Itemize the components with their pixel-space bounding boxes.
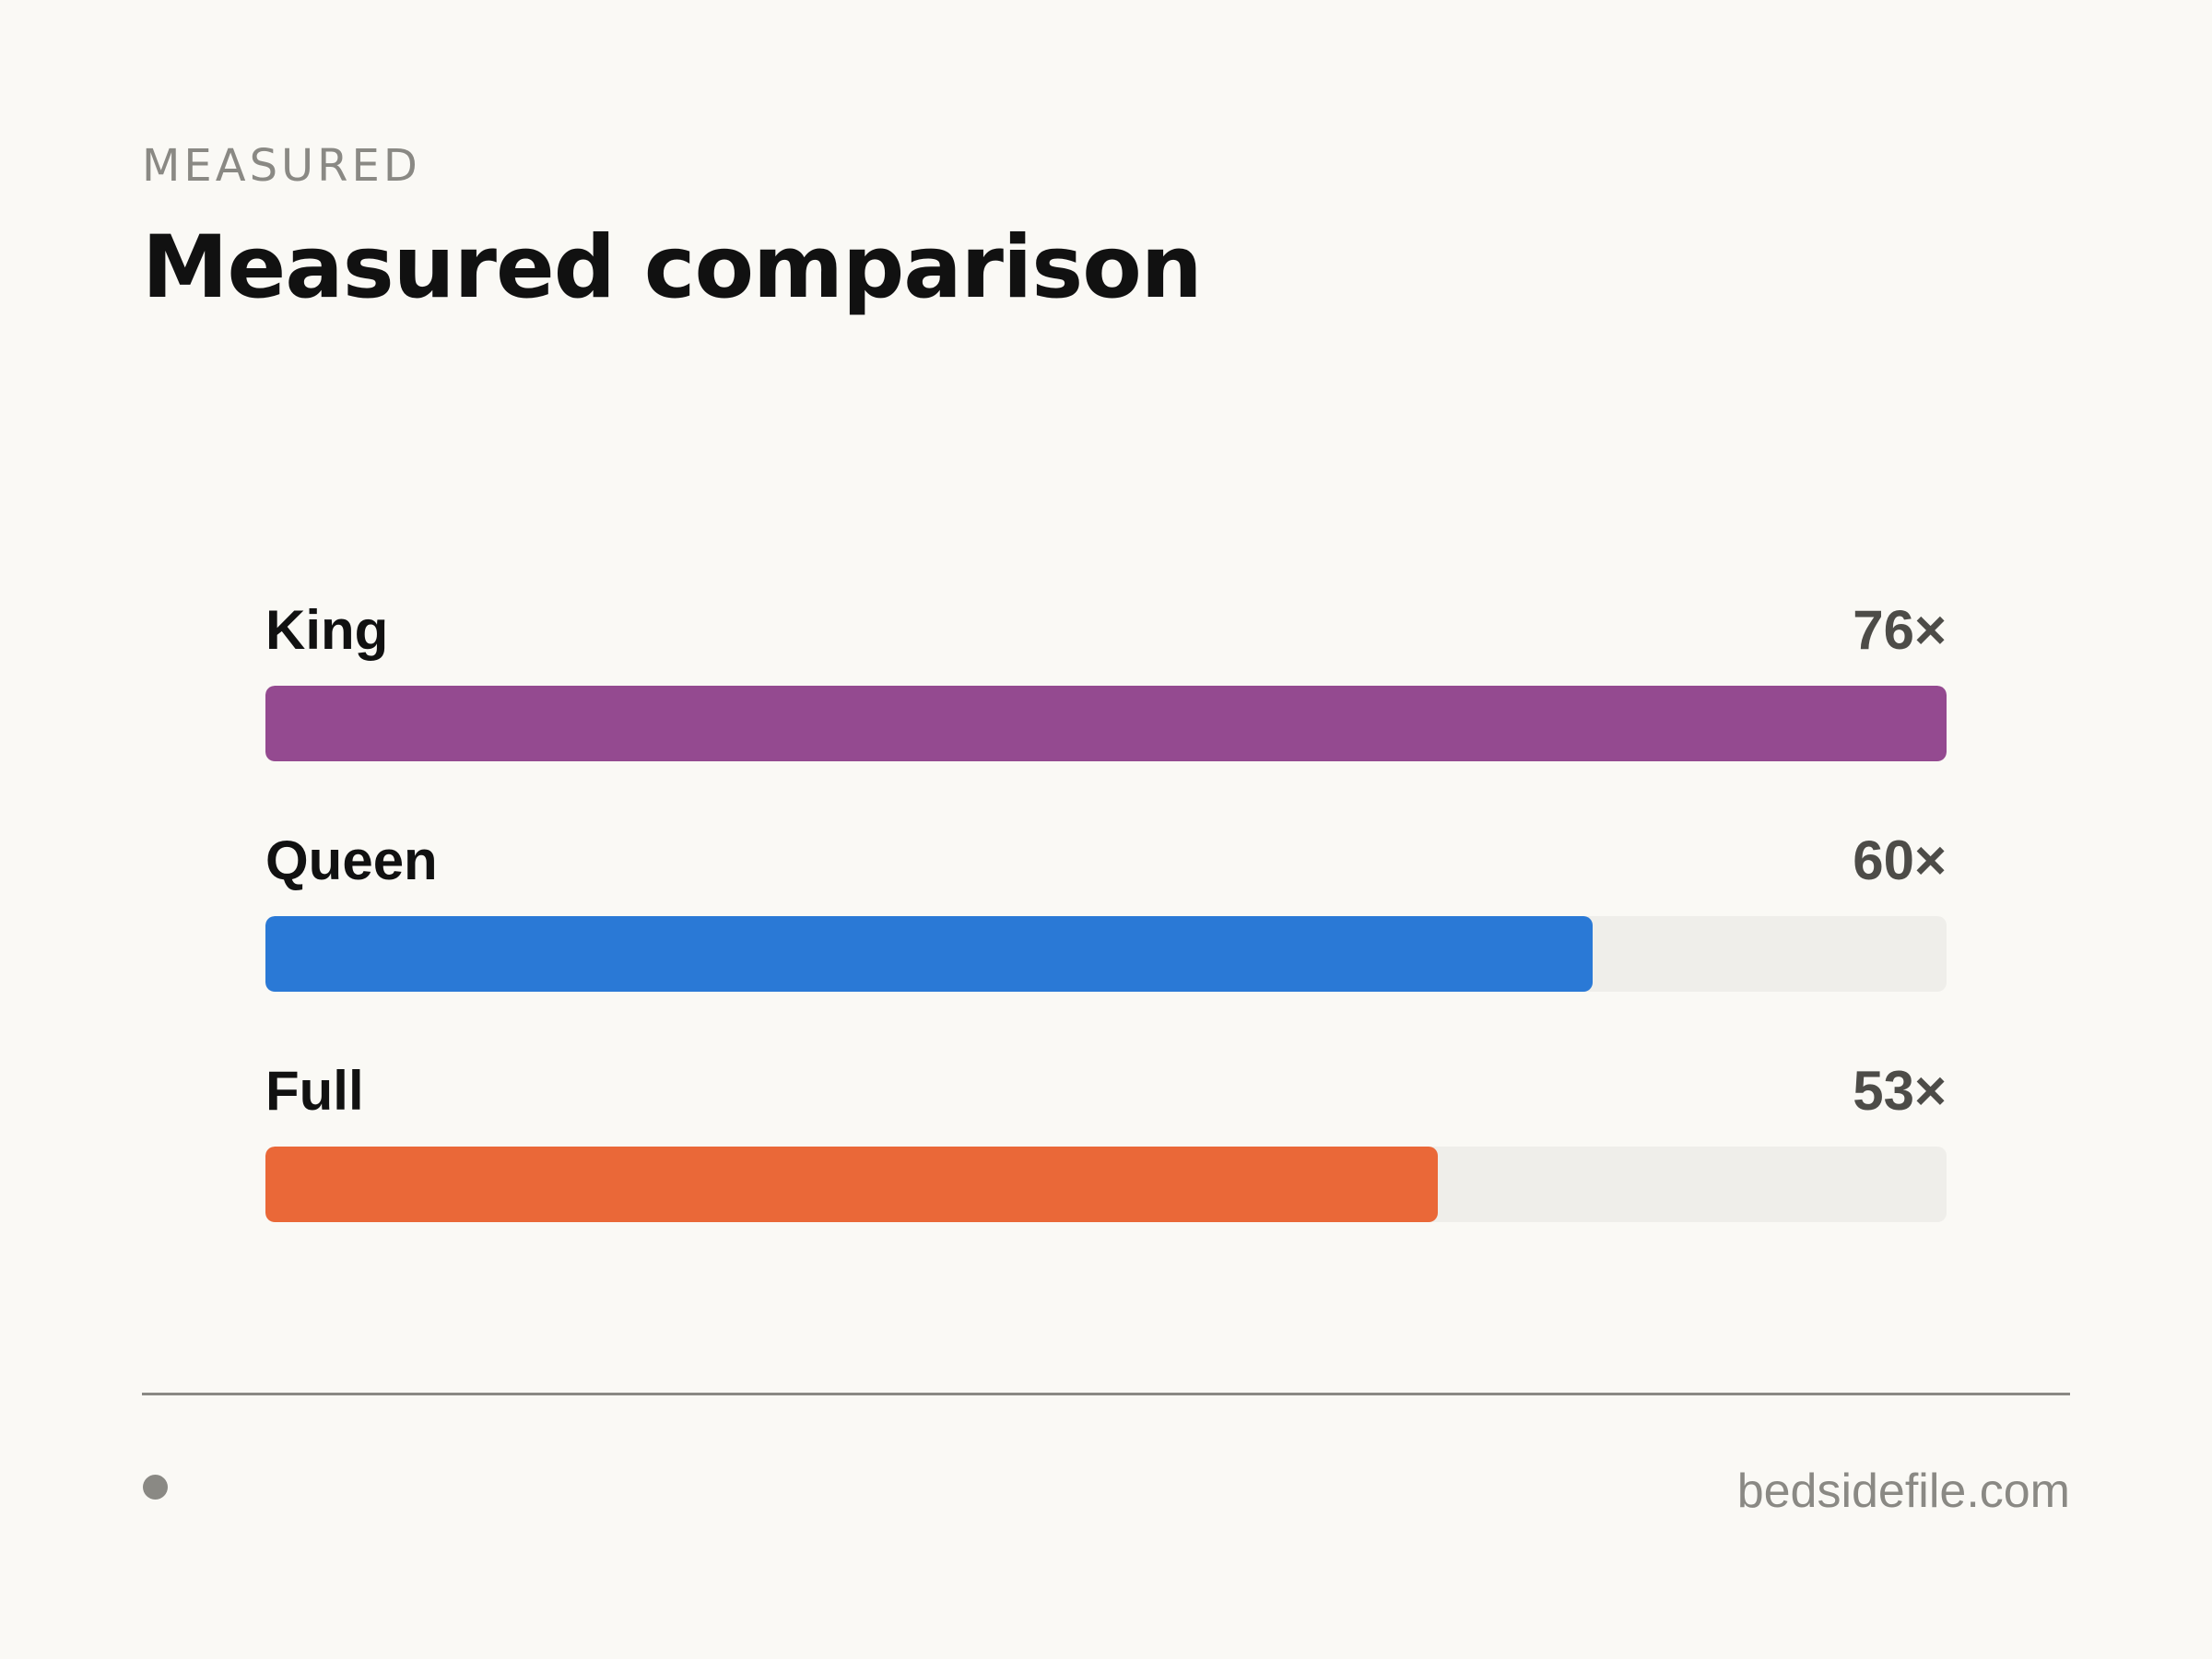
category-label: King bbox=[265, 599, 389, 661]
bar-track bbox=[265, 1147, 1947, 1222]
value-label: 76× bbox=[1853, 599, 1947, 661]
bar-row-full: Full 53× bbox=[265, 1051, 1947, 1226]
value-label: 53× bbox=[1853, 1060, 1947, 1122]
bar-row-queen: Queen 60× bbox=[265, 820, 1947, 995]
category-label: Queen bbox=[265, 830, 438, 891]
bullet-dot-icon bbox=[143, 1475, 168, 1500]
bar-track bbox=[265, 686, 1947, 761]
bar-fill bbox=[265, 1147, 1438, 1222]
category-label: Full bbox=[265, 1060, 364, 1122]
bar-row-king: King 76× bbox=[265, 590, 1947, 765]
bar-fill bbox=[265, 916, 1593, 992]
footer-url: bedsidefile.com bbox=[1736, 1465, 2070, 1518]
bar-fill bbox=[265, 686, 1947, 761]
bar-track bbox=[265, 916, 1947, 992]
footer-divider bbox=[142, 1393, 2070, 1395]
eyebrow-label: MEASURED bbox=[142, 140, 421, 192]
page-title: Measured comparison bbox=[142, 218, 1203, 318]
value-label: 60× bbox=[1853, 830, 1947, 891]
